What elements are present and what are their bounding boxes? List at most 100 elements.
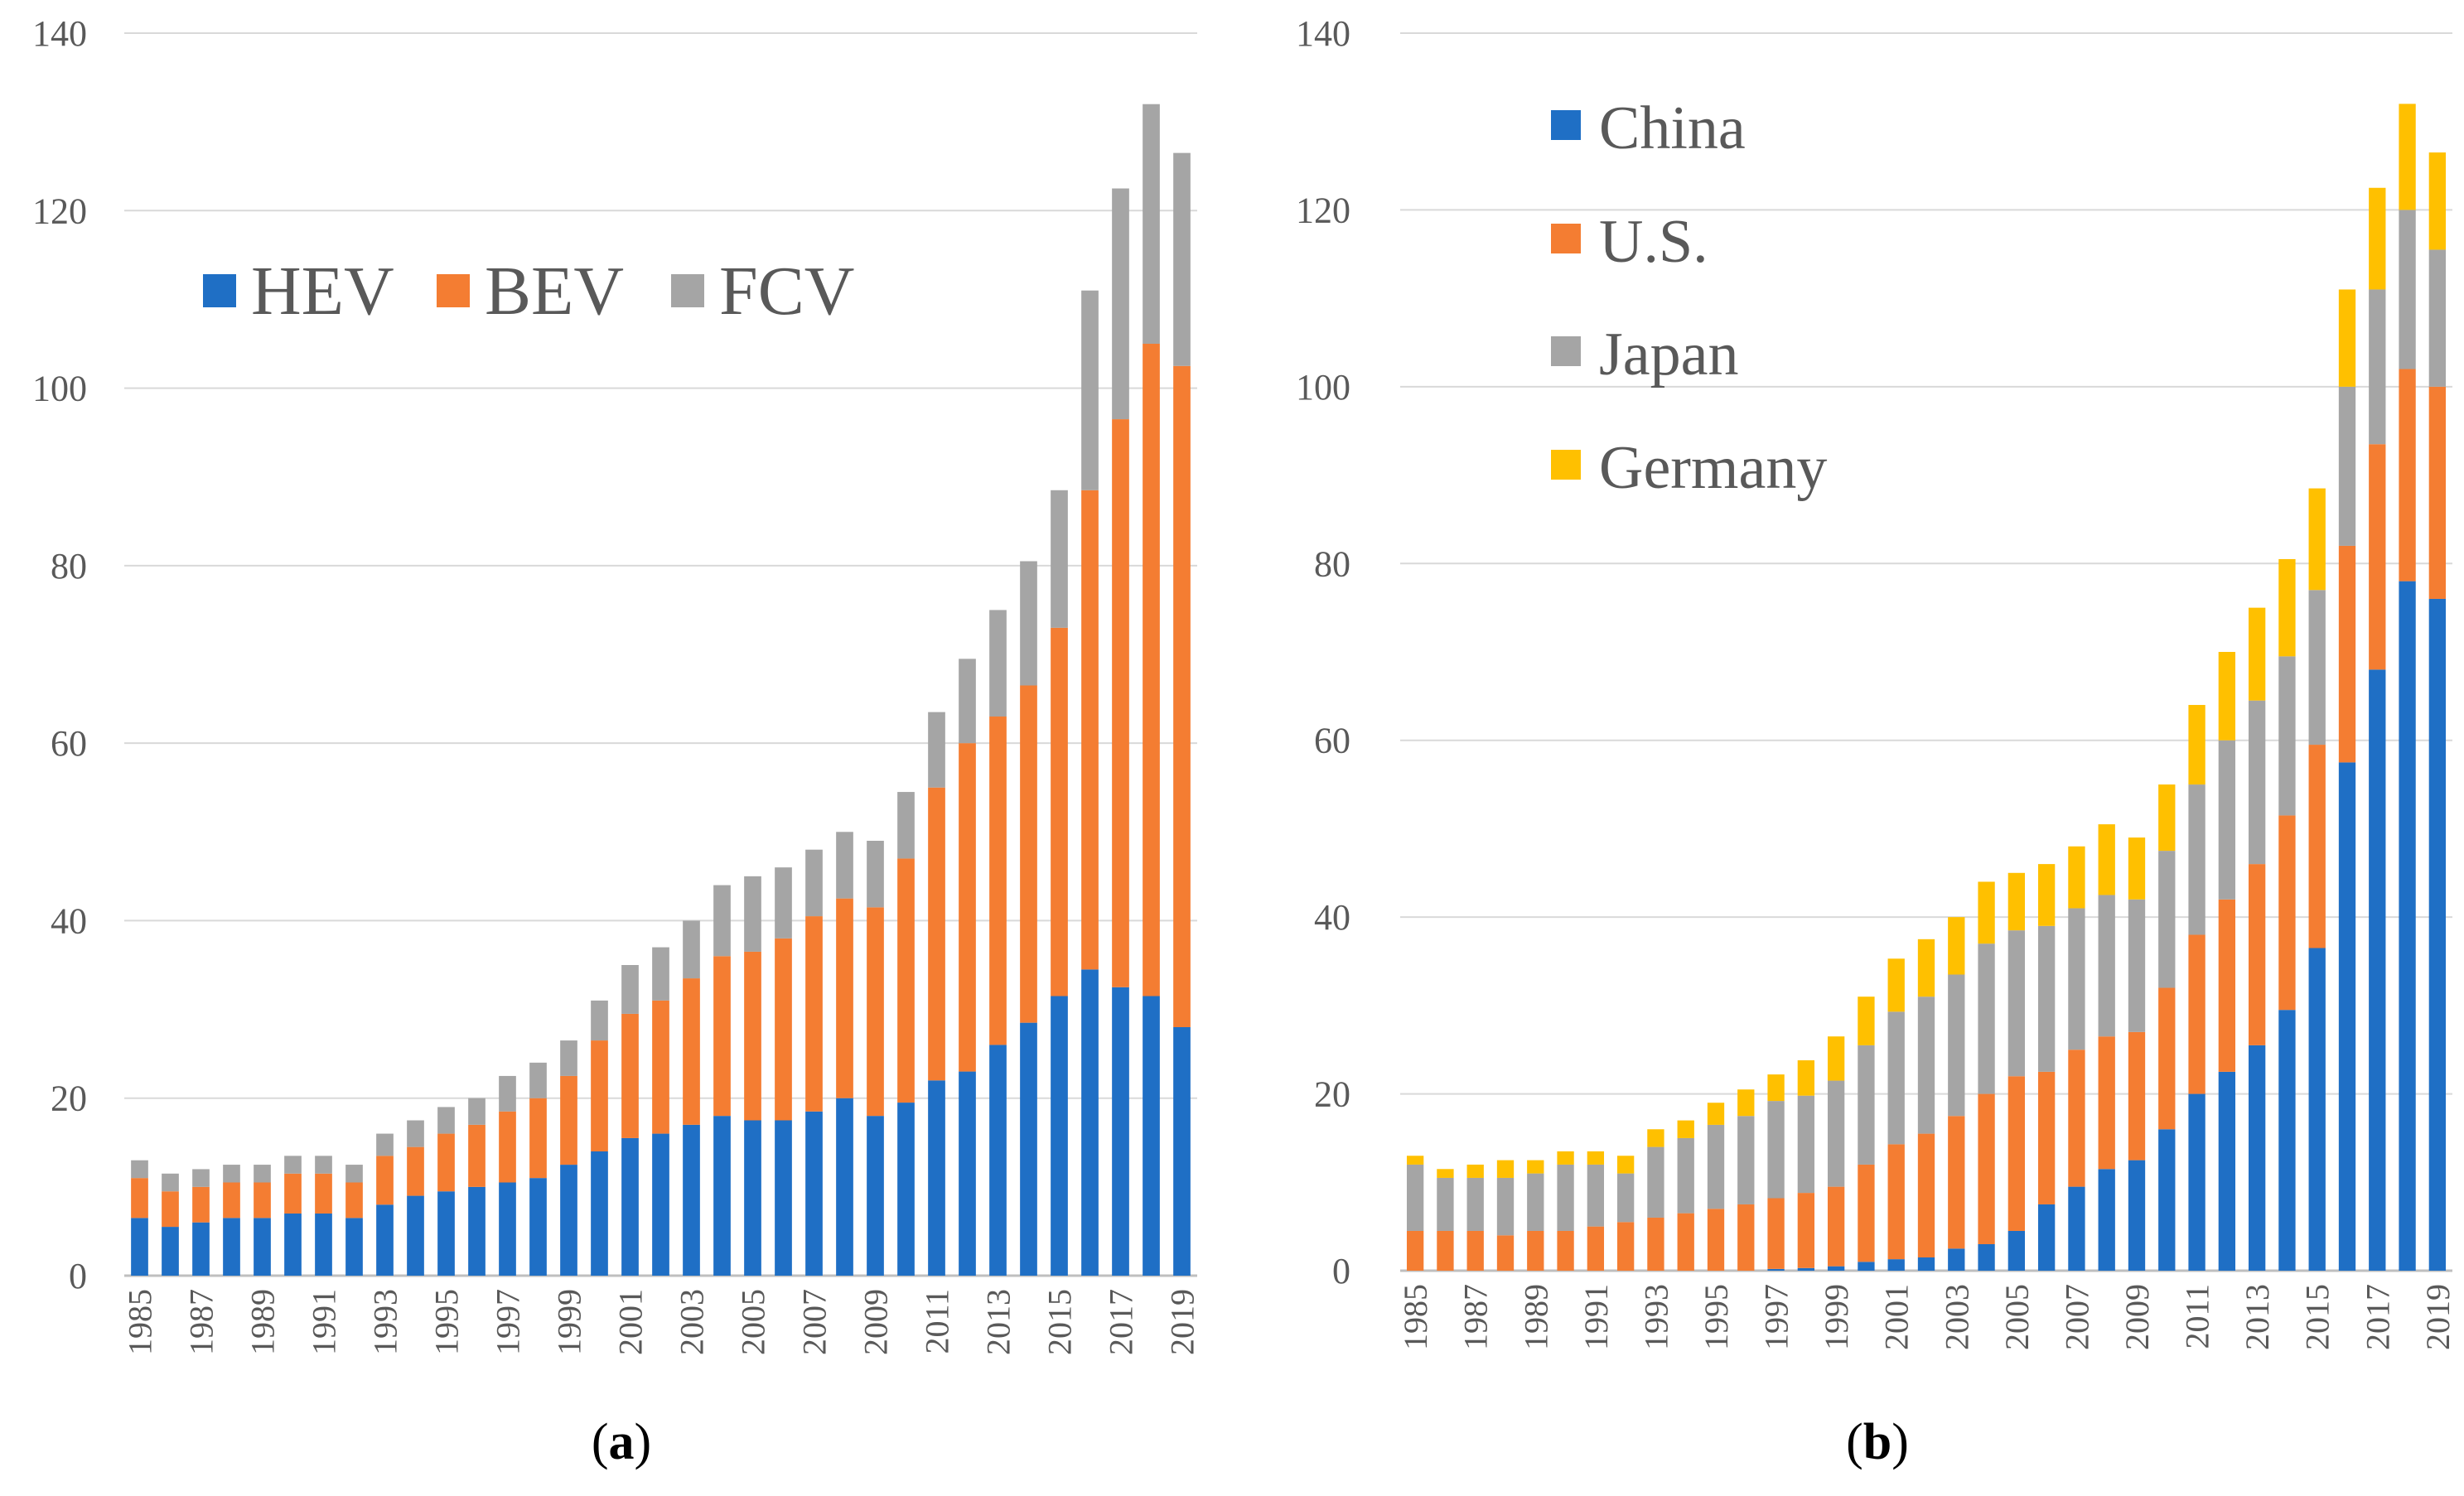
bar-segment-germany: [1707, 1103, 1725, 1125]
y-tick-label: 80: [1314, 543, 1350, 584]
chart-panel-a: 0 20 40 60 80 100 120 140 1985 1987 1989 1991 1993 19…: [32, 13, 1201, 1355]
bar-segment-fcv: [1051, 490, 1068, 628]
bar-segment-japan: [2338, 386, 2356, 546]
bar-segment-us: [1827, 1186, 1845, 1267]
x-tick-label: 1999: [551, 1289, 588, 1355]
bar-segment-us: [1948, 1116, 1965, 1249]
panel-label-b: (b): [1846, 1414, 1909, 1470]
bar-segment-fcv: [652, 947, 669, 1001]
bar-segment-bev: [591, 1040, 608, 1151]
bar-segment-germany: [1616, 1156, 1635, 1174]
bar-segment-hev: [437, 1191, 455, 1276]
y-tick-label: 60: [1314, 721, 1350, 761]
y-tick-label: 100: [32, 369, 87, 409]
bar-segment-japan: [1917, 997, 1935, 1134]
bar-segment-germany: [1858, 997, 1875, 1045]
bar-segment-china: [2248, 1045, 2266, 1271]
bar-segment-hev: [836, 1098, 853, 1276]
bar-segment-bev: [836, 898, 853, 1098]
x-tick-label: 1997: [490, 1289, 527, 1355]
bar-segment-us: [1647, 1217, 1664, 1271]
bar-segment-china: [2158, 1129, 2176, 1271]
bar-segment-us: [2308, 745, 2326, 948]
bar-segment-china: [1797, 1267, 1815, 1271]
bar-segment-japan: [1767, 1101, 1785, 1199]
bar-segment-germany: [2158, 784, 2176, 852]
bar-segment-germany: [2037, 864, 2056, 926]
bar-segment-hev: [1051, 996, 1068, 1276]
bar-segment-germany: [1496, 1160, 1515, 1178]
legend-label: FCV: [719, 253, 854, 330]
bar-segment-japan: [2369, 289, 2386, 445]
bar-segment-china: [1917, 1257, 1935, 1271]
bar-segment-china: [2399, 581, 2416, 1271]
bar-segment-china: [2308, 948, 2326, 1271]
x-tick-label: 1993: [367, 1289, 404, 1355]
bar-segment-japan: [1858, 1045, 1875, 1165]
bar-segment-us: [1616, 1222, 1635, 1271]
legend-swatch: [1551, 224, 1581, 253]
bar-segment-japan: [1827, 1080, 1845, 1187]
bar-segment-japan: [1797, 1095, 1815, 1194]
y-tick-label: 20: [51, 1079, 87, 1119]
bar-segment-japan: [2248, 700, 2266, 865]
bar-segment-germany: [2068, 846, 2085, 909]
bar-segment-fcv: [897, 792, 915, 859]
bar-segment-germany: [2308, 488, 2326, 591]
x-tick-label: 2019: [1164, 1289, 1201, 1355]
bar-segment-bev: [867, 907, 884, 1117]
y-tick-label: 100: [1296, 367, 1350, 408]
bar-segment-china: [2037, 1204, 2056, 1271]
bar-segment-us: [1587, 1226, 1605, 1271]
bar-segment-china: [2098, 1169, 2115, 1271]
legend-label: BEV: [485, 253, 624, 330]
bar-segment-us: [2369, 444, 2386, 670]
bar-segment-germany: [1437, 1169, 1454, 1178]
bar-segment-china: [2188, 1093, 2206, 1271]
bar-segment-hev: [867, 1116, 884, 1276]
x-tick-label: 2013: [2239, 1284, 2276, 1350]
bar-segment-fcv: [437, 1107, 455, 1134]
y-tick-label: 0: [1332, 1251, 1350, 1291]
panel-label-a: (a): [591, 1414, 652, 1470]
y-tick-label: 60: [51, 723, 87, 764]
bar-segment-hev: [928, 1080, 945, 1276]
x-tick-label: 2011: [919, 1289, 956, 1354]
bar-segment-japan: [1677, 1137, 1694, 1214]
bar-segment-japan: [1587, 1164, 1605, 1227]
x-tick-label: 2009: [2119, 1284, 2156, 1350]
x-tick-label: 1987: [183, 1289, 220, 1355]
bar-segment-us: [2248, 864, 2266, 1045]
bar-segment-bev: [652, 1000, 669, 1134]
bar-segment-bev: [744, 951, 761, 1121]
bar-segment-fcv: [407, 1120, 424, 1147]
bar-segment-japan: [1887, 1011, 1905, 1145]
bar-segment-bev: [775, 938, 792, 1121]
legend-label: Japan: [1599, 321, 1739, 388]
bar-segment-hev: [775, 1120, 792, 1276]
legend-label: HEV: [251, 253, 394, 330]
bar-segment-hev: [468, 1186, 486, 1276]
bar-segment-fcv: [683, 920, 700, 979]
bar-segment-bev: [345, 1182, 363, 1219]
legend-swatch: [203, 274, 236, 307]
bar-segment-germany: [2098, 824, 2115, 895]
bar-segment-bev: [315, 1173, 332, 1214]
x-tick-label: 2007: [796, 1289, 833, 1355]
bar-segment-hev: [1081, 969, 1099, 1276]
bar-segment-japan: [2428, 249, 2447, 387]
y-tick-label: 40: [1314, 897, 1350, 938]
bar-segment-japan: [2128, 899, 2146, 1032]
x-tick-label: 2013: [980, 1289, 1017, 1355]
legend-swatch: [1551, 336, 1581, 366]
bar-segment-us: [1797, 1193, 1815, 1268]
bar-segment-hev: [315, 1214, 332, 1276]
bar-segment-hev: [744, 1120, 761, 1276]
bar-segment-china: [1978, 1243, 1995, 1271]
bar-segment-bev: [468, 1124, 486, 1187]
bar-segment-germany: [2278, 558, 2296, 657]
y-tick-label: 40: [51, 900, 87, 941]
bar-segment-bev: [1112, 419, 1129, 987]
bar-segment-fcv: [192, 1169, 210, 1187]
